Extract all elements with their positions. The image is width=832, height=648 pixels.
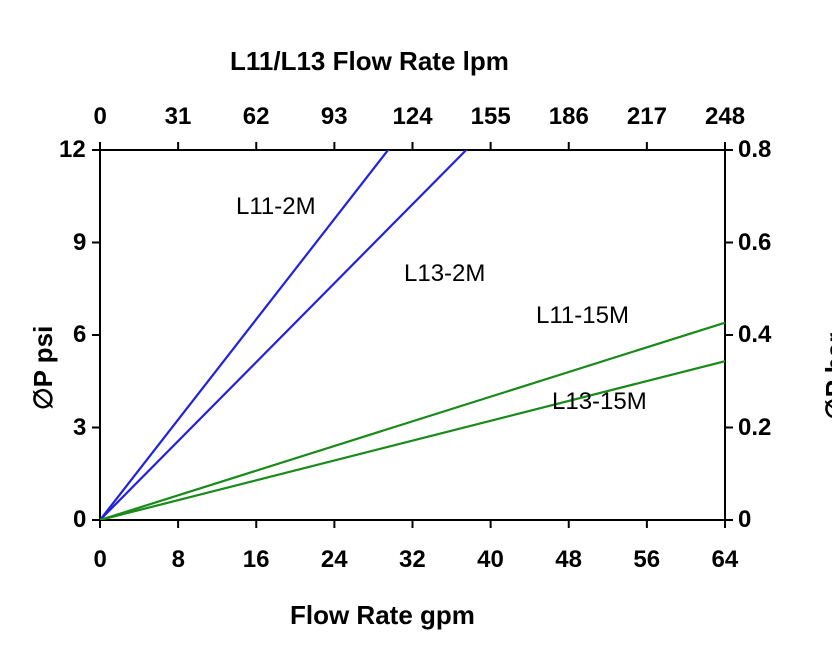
series-label-l11-2m: L11-2M	[236, 195, 316, 219]
top-tick-label: 31	[165, 105, 192, 129]
left-tick-label: 9	[73, 231, 86, 255]
bottom-tick-label: 16	[243, 548, 270, 572]
bottom-tick-label: 24	[321, 548, 348, 572]
bottom-tick-label: 40	[477, 548, 504, 572]
left-tick-label: 3	[73, 416, 86, 440]
right-tick-label: 0.2	[738, 416, 771, 440]
top-tick-label: 93	[321, 105, 348, 129]
bottom-tick-label: 0	[94, 548, 107, 572]
right-tick-label: 0.8	[738, 138, 771, 162]
top-tick-label: 62	[243, 105, 270, 129]
bottom-tick-label: 8	[172, 548, 185, 572]
left-tick-label: 12	[59, 138, 86, 162]
left-tick-label: 6	[73, 323, 86, 347]
top-tick-label: 0	[94, 105, 107, 129]
top-tick-label: 186	[549, 105, 589, 129]
series-label-l13-2m: L13-2M	[404, 262, 485, 286]
top-tick-label: 217	[627, 105, 667, 129]
series-label-l11-15m: L11-15M	[536, 304, 629, 328]
top-tick-label: 155	[471, 105, 511, 129]
top-tick-label: 124	[393, 105, 433, 129]
bottom-tick-label: 64	[712, 548, 739, 572]
top-tick-label: 248	[705, 105, 745, 129]
right-tick-label: 0.6	[738, 231, 771, 255]
bottom-tick-label: 56	[633, 548, 660, 572]
right-tick-label: 0	[738, 508, 751, 532]
right-tick-label: 0.4	[738, 323, 771, 347]
bottom-tick-label: 48	[555, 548, 582, 572]
bottom-tick-label: 32	[399, 548, 426, 572]
series-label-l13-15m: L13-15M	[552, 390, 647, 414]
left-tick-label: 0	[73, 508, 86, 532]
